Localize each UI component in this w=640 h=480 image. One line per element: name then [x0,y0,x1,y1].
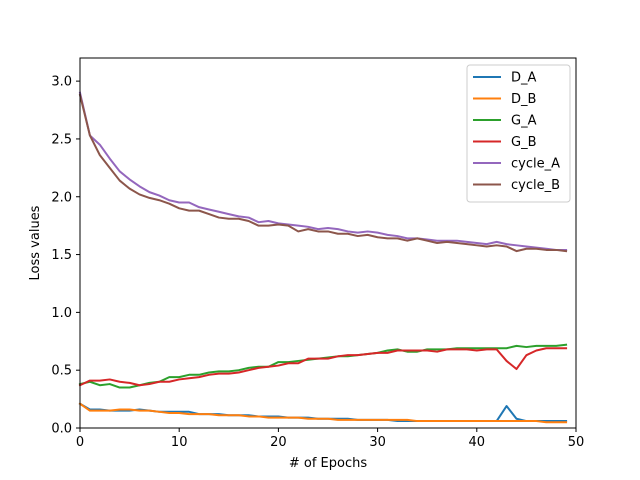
y-tick-label: 0.5 [51,364,72,379]
y-tick-label: 2.0 [51,190,72,205]
series-line-cycle-b [78,93,568,253]
legend-label: D_B [511,92,536,107]
y-axis-label: Loss values [28,205,43,280]
axes-frame [79,57,577,429]
legend-label: G_B [511,135,537,150]
x-tick-label: 40 [469,435,486,450]
series-line-d-b [78,402,568,424]
legend-label: D_A [511,71,537,86]
series-layer [78,91,568,424]
x-tick-label: 30 [369,435,386,450]
y-tick-label: 1.5 [51,248,72,263]
y-tick-label: 2.5 [51,132,72,147]
x-tick-label: 10 [171,435,188,450]
y-tick-label: 1.0 [51,306,72,321]
y-tick-label: 0.0 [51,422,72,437]
x-tick-label: 0 [76,435,84,450]
series-line-g-b [78,347,568,387]
x-tick-label: 50 [568,435,585,450]
series-line-cycle-a [78,91,568,251]
x-tick-label: 20 [270,435,287,450]
legend-label: cycle_B [511,178,560,193]
legend: D_A D_B G_A G_B cycle_A cycle_B [466,64,571,203]
x-axis-label: # of Epochs [289,456,367,471]
legend-label: cycle_A [511,157,560,172]
y-tick-label: 3.0 [51,75,72,90]
legend-label: G_A [511,114,537,129]
axes-layer: 0 10 20 30 40 50 0.0 0.5 1.0 1.5 2.0 2.5 3.0 [51,57,585,450]
